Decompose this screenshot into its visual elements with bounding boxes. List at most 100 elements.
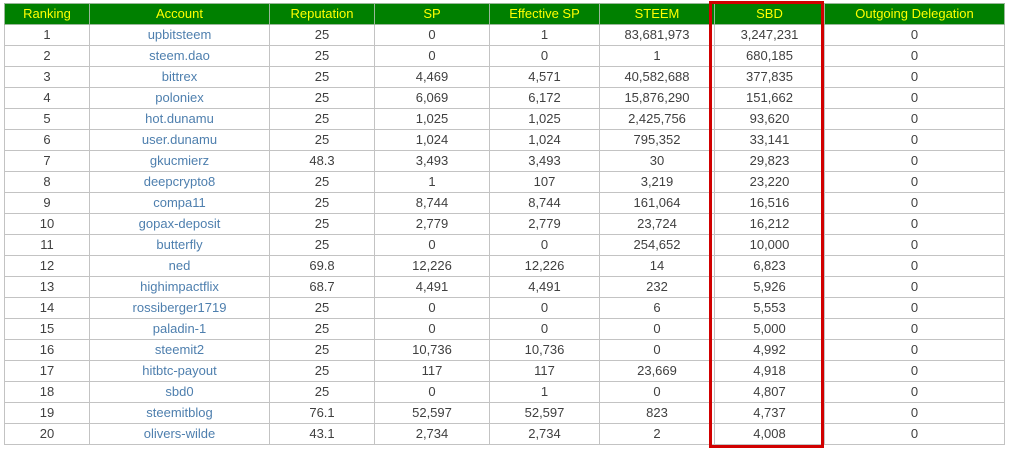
sp-cell: 2,734: [374, 423, 490, 445]
reputation-cell: 43.1: [269, 423, 375, 445]
reputation-cell: 48.3: [269, 150, 375, 172]
steem-cell: 2: [599, 423, 715, 445]
account-link[interactable]: hitbtc-payout: [142, 363, 217, 378]
sp-cell: 6,069: [374, 87, 490, 109]
reputation-cell: 25: [269, 339, 375, 361]
outgoing-delegation-cell: 0: [824, 234, 1005, 256]
account-link[interactable]: rossiberger1719: [132, 300, 227, 315]
account-link[interactable]: olivers-wilde: [143, 426, 216, 441]
steem-cell: 30: [599, 150, 715, 172]
ranking-cell: 8: [4, 171, 90, 193]
effective-sp-cell: 0: [489, 318, 600, 340]
account-cell: steemit2: [89, 339, 270, 361]
account-link[interactable]: ned: [168, 258, 191, 273]
reputation-cell: 76.1: [269, 402, 375, 424]
account-cell: rossiberger1719: [89, 297, 270, 319]
sp-cell: 52,597: [374, 402, 490, 424]
table-row: 4 poloniex 25 6,069 6,172 15,876,290 151,662 0: [4, 87, 1005, 109]
table-body: 1 upbitsteem 25 0 1 83,681,973 3,247,231 0 2 stee…: [4, 24, 1005, 445]
reputation-cell: 25: [269, 213, 375, 235]
reputation-cell: 25: [269, 192, 375, 214]
sp-cell: 0: [374, 234, 490, 256]
effective-sp-cell: 0: [489, 45, 600, 67]
account-link[interactable]: highimpactflix: [140, 279, 219, 294]
account-cell: ned: [89, 255, 270, 277]
effective-sp-cell: 4,491: [489, 276, 600, 298]
table-row: 20 olivers-wilde 43.1 2,734 2,734 2 4,008 0: [4, 423, 1005, 445]
reputation-cell: 69.8: [269, 255, 375, 277]
account-link[interactable]: paladin-1: [152, 321, 207, 336]
sp-cell: 2,779: [374, 213, 490, 235]
account-link[interactable]: gopax-deposit: [138, 216, 221, 231]
sbd-cell: 33,141: [714, 129, 825, 151]
account-link[interactable]: user.dunamu: [141, 132, 218, 147]
effective-sp-cell: 8,744: [489, 192, 600, 214]
outgoing-delegation-cell: 0: [824, 276, 1005, 298]
sbd-cell: 4,918: [714, 360, 825, 382]
ranking-cell: 11: [4, 234, 90, 256]
effective-sp-cell: 0: [489, 297, 600, 319]
ranking-cell: 6: [4, 129, 90, 151]
sp-cell: 0: [374, 297, 490, 319]
sp-cell: 8,744: [374, 192, 490, 214]
column-header-account: Account: [89, 3, 270, 25]
account-link[interactable]: upbitsteem: [147, 27, 212, 42]
account-link[interactable]: bittrex: [161, 69, 198, 84]
outgoing-delegation-cell: 0: [824, 423, 1005, 445]
reputation-cell: 25: [269, 66, 375, 88]
column-header-reputation: Reputation: [269, 3, 375, 25]
reputation-cell: 25: [269, 360, 375, 382]
column-header-sp: SP: [374, 3, 490, 25]
outgoing-delegation-cell: 0: [824, 108, 1005, 130]
outgoing-delegation-cell: 0: [824, 318, 1005, 340]
ranking-cell: 16: [4, 339, 90, 361]
sbd-cell: 93,620: [714, 108, 825, 130]
effective-sp-cell: 117: [489, 360, 600, 382]
account-link[interactable]: sbd0: [165, 384, 194, 399]
steem-cell: 15,876,290: [599, 87, 715, 109]
outgoing-delegation-cell: 0: [824, 381, 1005, 403]
account-link[interactable]: steemitblog: [146, 405, 213, 420]
effective-sp-cell: 12,226: [489, 255, 600, 277]
ranking-cell: 14: [4, 297, 90, 319]
ranking-cell: 18: [4, 381, 90, 403]
ranking-cell: 4: [4, 87, 90, 109]
steem-cell: 83,681,973: [599, 24, 715, 46]
steem-cell: 0: [599, 339, 715, 361]
sbd-cell: 4,737: [714, 402, 825, 424]
account-link[interactable]: gkucmierz: [149, 153, 210, 168]
account-link[interactable]: steemit2: [154, 342, 205, 357]
outgoing-delegation-cell: 0: [824, 171, 1005, 193]
table-row: 19 steemitblog 76.1 52,597 52,597 823 4,737 0: [4, 402, 1005, 424]
account-cell: sbd0: [89, 381, 270, 403]
table-row: 12 ned 69.8 12,226 12,226 14 6,823 0: [4, 255, 1005, 277]
account-link[interactable]: deepcrypto8: [143, 174, 216, 189]
reputation-cell: 68.7: [269, 276, 375, 298]
sbd-cell: 4,992: [714, 339, 825, 361]
outgoing-delegation-cell: 0: [824, 192, 1005, 214]
ranking-cell: 2: [4, 45, 90, 67]
outgoing-delegation-cell: 0: [824, 402, 1005, 424]
effective-sp-cell: 3,493: [489, 150, 600, 172]
account-link[interactable]: butterfly: [156, 237, 203, 252]
effective-sp-cell: 6,172: [489, 87, 600, 109]
account-cell: paladin-1: [89, 318, 270, 340]
steem-cell: 6: [599, 297, 715, 319]
account-link[interactable]: hot.dunamu: [145, 111, 214, 126]
account-cell: butterfly: [89, 234, 270, 256]
steem-cell: 1: [599, 45, 715, 67]
ranking-cell: 15: [4, 318, 90, 340]
column-header-outgoing-delegation: Outgoing Delegation: [824, 3, 1005, 25]
account-cell: olivers-wilde: [89, 423, 270, 445]
steem-cell: 795,352: [599, 129, 715, 151]
ranking-cell: 9: [4, 192, 90, 214]
effective-sp-cell: 10,736: [489, 339, 600, 361]
steem-cell: 14: [599, 255, 715, 277]
account-link[interactable]: steem.dao: [149, 48, 210, 63]
ranking-cell: 5: [4, 108, 90, 130]
sbd-cell: 16,516: [714, 192, 825, 214]
account-link[interactable]: compa11: [153, 195, 206, 210]
account-link[interactable]: poloniex: [155, 90, 204, 105]
table-row: 14 rossiberger1719 25 0 0 6 5,553 0: [4, 297, 1005, 319]
